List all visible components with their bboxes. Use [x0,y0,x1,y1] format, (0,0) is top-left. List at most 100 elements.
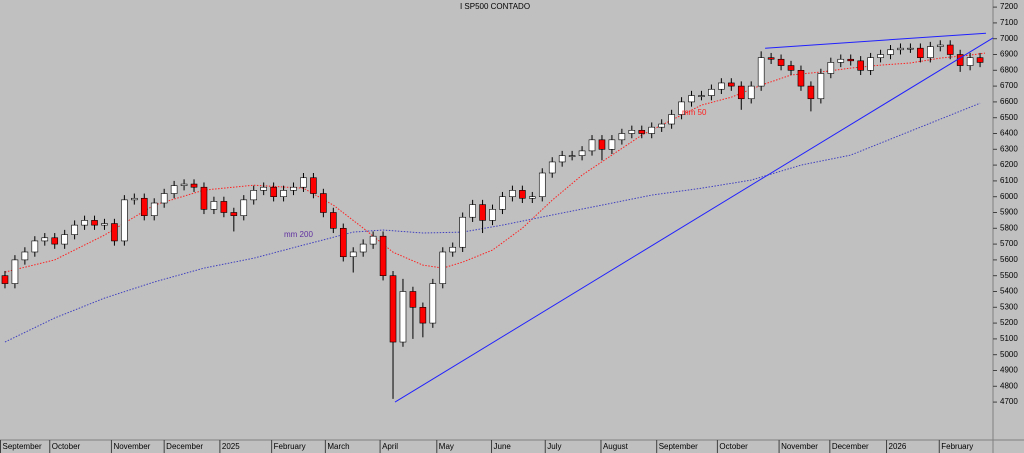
candle-body [81,220,88,226]
y-tick-label: 4900 [1000,366,1018,375]
candle-body [568,155,576,157]
x-tick-label: February [941,442,973,451]
y-tick-label: 7200 [1000,2,1018,11]
candle-body [548,161,556,174]
candle-body [797,70,805,87]
y-tick-label: 5100 [1000,334,1018,343]
candle-body [558,155,566,163]
candle-body [180,183,188,186]
candle-body [708,88,715,96]
candle-body [847,58,855,62]
y-tick-label: 5000 [1000,350,1018,359]
candle-body [728,82,735,87]
x-tick-label: September [3,442,42,451]
x-tick-label: October [719,442,748,451]
candle-body [718,82,725,90]
y-tick-label: 6900 [1000,50,1018,59]
candle-body [330,212,337,229]
candle-body [509,190,516,197]
candle-body [837,58,845,63]
candle-body [877,54,884,58]
candle-body [976,57,984,63]
x-tick-label: April [382,442,398,451]
candle-body [787,65,795,71]
y-tick-label: 5400 [1000,287,1018,296]
candle-body [101,223,108,226]
candle-body [359,243,367,253]
candle-body [519,190,526,199]
candle-body [777,58,785,66]
candle-body [638,130,646,134]
candle-body [459,216,466,248]
y-tick-label: 4700 [1000,397,1018,406]
candle-body [240,199,248,216]
candle-body [140,197,148,216]
candle-body [270,186,277,197]
candle-body [966,57,974,66]
candle-body [160,193,168,204]
x-tick-label: December [166,442,203,451]
candle-body [827,62,835,74]
y-tick-label: 6600 [1000,97,1018,106]
candle-body [479,204,486,221]
candle-body [668,114,675,125]
candle-body [648,126,656,134]
candle-body [190,183,198,188]
candle-body [320,193,327,213]
candle-body [538,172,546,197]
candle-body [907,47,914,50]
candle-body [220,201,228,213]
x-tick-label: May [439,442,454,451]
candle-body [429,283,437,324]
trendline [394,37,994,403]
x-tick-label: 2026 [889,442,907,451]
candle-body [310,177,317,194]
y-tick-label: 5800 [1000,223,1018,232]
candle-body [439,251,447,284]
y-tick-label: 6300 [1000,144,1018,153]
y-tick-label: 6800 [1000,65,1018,74]
y-tick-label: 5600 [1000,255,1018,264]
candle-body [150,202,158,216]
y-tick-label: 6100 [1000,176,1018,185]
candle-body [170,185,178,194]
candle-body [917,47,924,58]
candle-body [737,85,745,100]
candle-body [449,246,457,253]
y-tick-label: 5200 [1000,318,1018,327]
x-tick-label: June [494,442,512,451]
ma-label: mm 50 [682,108,707,117]
x-tick-label: December [832,442,869,451]
candle-body [578,150,586,156]
candle-body [210,201,218,210]
candle-body [250,190,258,201]
y-tick-label: 6500 [1000,113,1018,122]
candle-body [936,44,944,47]
candle-body [867,57,874,71]
candle-body [300,177,307,188]
candle-body [409,291,417,308]
candle-body [230,212,238,216]
candle-body [260,186,267,191]
candle-body [608,139,616,150]
candle-body [857,60,864,71]
candle-body [131,197,138,201]
candle-body [887,49,894,55]
candle-body [121,199,128,242]
candle-body [379,235,387,276]
x-tick-label: September [659,442,698,451]
candle-body [419,306,427,324]
x-tick-label: November [781,442,818,451]
candle-body [757,57,765,87]
candle-body [767,57,775,60]
candle-body [389,275,397,343]
y-tick-label: 6400 [1000,129,1018,138]
candle-body [111,223,118,242]
candle-body [588,139,596,152]
candle-body [489,209,496,221]
candle-body [1,275,9,284]
y-tick-label: 7000 [1000,34,1018,43]
moving-average [4,52,986,273]
